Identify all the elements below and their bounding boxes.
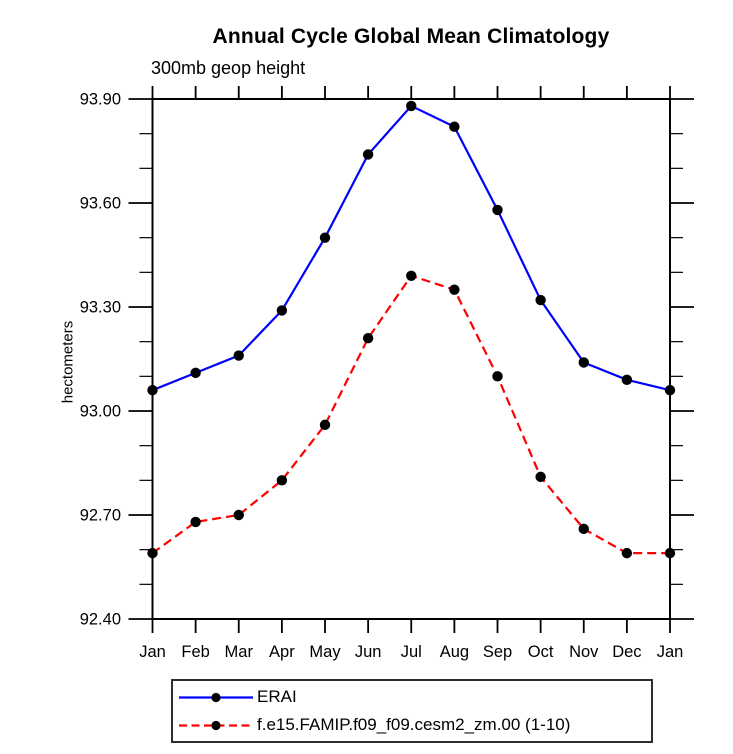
- legend-marker-icon: [211, 692, 221, 702]
- x-tick-label: Jul: [401, 643, 422, 661]
- data-point: [492, 204, 503, 216]
- legend-marker-icon: [211, 720, 221, 730]
- y-tick-label: 93.90: [80, 91, 121, 109]
- x-tick-label: Dec: [612, 643, 641, 661]
- data-point: [535, 294, 546, 306]
- x-tick-label: Sep: [483, 643, 512, 661]
- series-line-0: [152, 104, 671, 392]
- data-point: [362, 333, 374, 344]
- data-point: [406, 270, 417, 281]
- data-point: [233, 509, 244, 521]
- y-tick-label: 93.60: [80, 195, 121, 213]
- chart-title: Annual Cycle Global Mean Climatology: [212, 25, 610, 48]
- data-point: [319, 419, 331, 431]
- data-point: [276, 475, 288, 486]
- data-point: [190, 516, 201, 528]
- plot-frame: [151, 98, 671, 620]
- data-point: [664, 385, 676, 396]
- series-line-1: [151, 274, 670, 555]
- data-point: [578, 357, 589, 368]
- data-point: [492, 371, 503, 382]
- data-point: [233, 350, 244, 361]
- data-point: [406, 100, 417, 112]
- x-tick-label: Jan: [139, 643, 166, 661]
- legend-item-1: f.e15.FAMIP.f09_f09.cesm2_zm.00 (1-10): [173, 711, 651, 739]
- data-point: [362, 149, 374, 160]
- data-point: [535, 471, 546, 483]
- x-tick-label: Jun: [355, 643, 382, 661]
- data-point: [319, 232, 331, 243]
- y-axis-ticks: 92.40 92.70 93.00 93.30 93.60 93.90: [80, 91, 694, 629]
- x-tick-label: Jan: [657, 643, 684, 661]
- data-point: [578, 523, 589, 535]
- x-tick-label: Apr: [269, 643, 295, 661]
- series-markers-1: [147, 270, 676, 559]
- dashed-line-sample-icon: [179, 720, 253, 730]
- data-point: [449, 284, 460, 295]
- x-tick-label: Aug: [440, 643, 469, 661]
- y-tick-label: 93.00: [80, 403, 121, 421]
- x-tick-label: Oct: [528, 643, 554, 661]
- chart-subtitle: 300mb geop height: [151, 58, 306, 78]
- legend-item-0: ERAI: [173, 683, 651, 711]
- data-point: [147, 547, 158, 559]
- data-point: [449, 121, 460, 132]
- legend-box: ERAI f.e15.FAMIP.f09_f09.cesm2_zm.00 (1-1…: [171, 679, 653, 743]
- data-point: [664, 547, 676, 559]
- x-tick-label: Nov: [569, 643, 599, 661]
- data-point: [276, 305, 288, 316]
- data-point: [147, 385, 158, 396]
- solid-line-sample-icon: [179, 692, 253, 702]
- x-tick-label: Feb: [181, 643, 209, 661]
- x-tick-label: Mar: [225, 643, 254, 661]
- data-point: [621, 374, 633, 385]
- plot-area: 92.40 92.70 93.00 93.30 93.60 93.90 Jan Feb Mar A…: [80, 86, 694, 661]
- data-point: [190, 367, 201, 379]
- y-tick-label: 92.70: [80, 507, 121, 525]
- x-axis-ticks: Jan Feb Mar Apr May Jun Jul Aug Sep Oct Nov Dec Jan: [139, 86, 683, 661]
- x-tick-label: May: [309, 643, 341, 661]
- y-tick-label: 92.40: [80, 611, 121, 629]
- legend-item-label: ERAI: [257, 687, 297, 706]
- legend-item-label: f.e15.FAMIP.f09_f09.cesm2_zm.00 (1-10): [257, 715, 571, 734]
- y-tick-label: 93.30: [80, 299, 121, 317]
- series-markers-0: [147, 100, 676, 396]
- data-point: [621, 547, 633, 559]
